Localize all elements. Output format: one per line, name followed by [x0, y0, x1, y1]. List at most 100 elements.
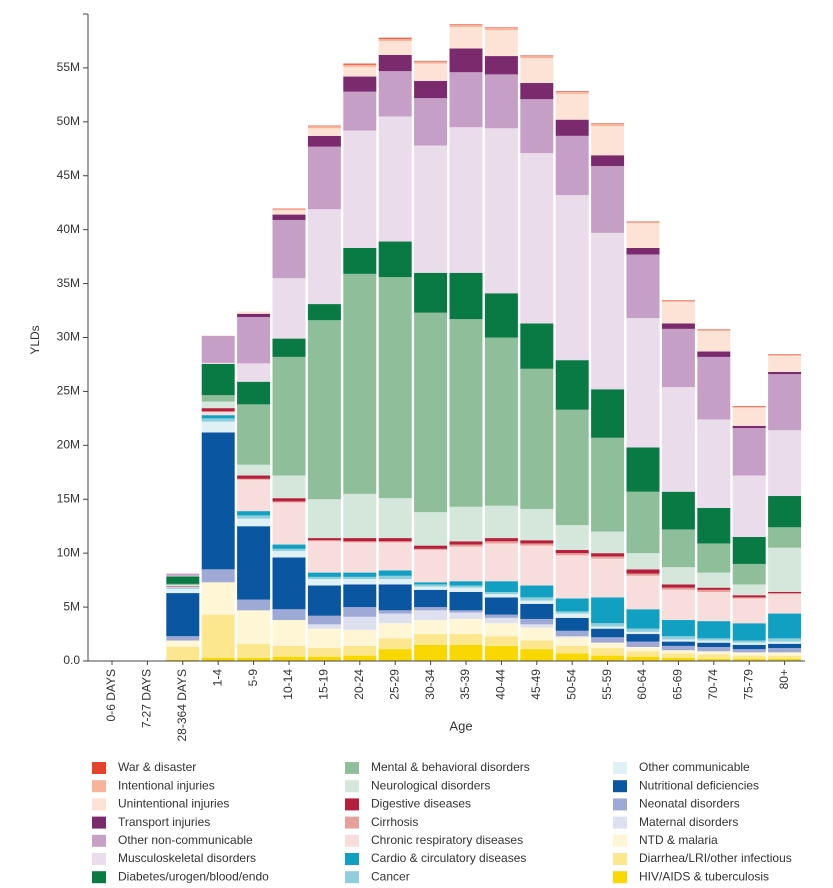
bar-segment [272, 498, 306, 502]
bar-segment [272, 620, 306, 646]
y-tick-label: 20M [57, 438, 80, 452]
bar-segment [520, 540, 554, 544]
bar-segment [520, 99, 554, 154]
bar-segment [201, 335, 235, 336]
bar-segment [166, 636, 200, 641]
bar-segment [449, 546, 483, 582]
y-tick-label: 25M [57, 384, 80, 398]
bar-segment [166, 584, 200, 587]
bar-segment [555, 119, 589, 136]
bar-segment [626, 656, 660, 661]
bar-segment [555, 617, 589, 631]
bar-segment [272, 501, 306, 503]
bar-segment [378, 584, 412, 611]
bar-segment [272, 548, 306, 552]
legend-swatch [613, 834, 627, 847]
bar-segment [484, 505, 518, 539]
bar-segment [591, 597, 625, 624]
bar-segment [768, 593, 802, 595]
bar-segment [307, 304, 341, 321]
bar-segment [768, 613, 802, 639]
bar-segment [626, 631, 660, 635]
bar-segment [201, 411, 235, 412]
y-tick-label: 55M [57, 60, 80, 74]
bar-segment [237, 478, 271, 480]
bar-segment [520, 618, 554, 625]
bar-segment [166, 588, 200, 594]
bar-segment [697, 654, 731, 659]
bar-segment [166, 593, 200, 637]
bar-segment [661, 650, 695, 654]
y-tick-label: 30M [57, 330, 80, 344]
bar-segment [484, 27, 518, 29]
bar-segment [378, 579, 412, 585]
bar-segment [591, 531, 625, 554]
bar-segment [414, 607, 448, 611]
bar-segment [237, 311, 271, 314]
x-tick-label: 25-29 [387, 669, 401, 700]
bar-segment [661, 323, 695, 329]
legend-swatch [345, 780, 359, 793]
x-tick-label: 1-4 [210, 669, 224, 687]
bar-segment [272, 219, 306, 279]
bar-segment [661, 636, 695, 640]
bar-segment [661, 328, 695, 388]
bar-segment [484, 594, 518, 598]
bar-segment [591, 655, 625, 661]
bar-segment [449, 506, 483, 542]
bar-segment [166, 646, 200, 660]
bar-segment [768, 372, 802, 375]
bar-segment [307, 585, 341, 616]
bar-segment [343, 607, 377, 617]
legend-label: Neonatal disorders [639, 797, 740, 811]
bar-segment [484, 543, 518, 582]
bar-segment [166, 586, 200, 588]
bar-segment [414, 620, 448, 635]
bar-segment [661, 641, 695, 646]
x-tick-label: 30-34 [423, 669, 437, 700]
bar-segment [237, 363, 271, 382]
bar-segment [272, 214, 306, 220]
x-tick-label: 5-9 [246, 669, 260, 687]
x-tick-label: 7-27 DAYS [140, 669, 154, 728]
bar-segment [307, 135, 341, 147]
bar-segment [307, 579, 341, 586]
y-tick-label: 50M [57, 114, 80, 128]
bar-segment [732, 658, 766, 661]
bar-segment [732, 428, 766, 476]
bar-segment [732, 642, 766, 645]
bar-segment [307, 615, 341, 625]
bar-segment [520, 649, 554, 661]
bar-segment [166, 640, 200, 647]
legend-swatch [92, 853, 106, 865]
bar-segment [732, 595, 766, 598]
bar-segment [272, 475, 306, 499]
bar-segment [201, 415, 235, 419]
bar-segment [555, 598, 589, 612]
bar-segment [768, 374, 802, 431]
bar-segment [591, 623, 625, 627]
bar-segment [378, 71, 412, 117]
bar-segment [201, 401, 235, 409]
bar-segment [661, 589, 695, 621]
bar-segment [697, 507, 731, 544]
bar-segment [697, 356, 731, 420]
bar-segment [626, 634, 660, 642]
bar-segment [272, 645, 306, 657]
bar-segment [626, 573, 660, 576]
legend-swatch [345, 853, 359, 865]
bar-segment [378, 241, 412, 278]
bar-segment [626, 641, 660, 647]
legend-swatch [345, 871, 359, 884]
x-tick-label: 75-79 [741, 669, 755, 700]
bar-segment [484, 128, 518, 294]
bar-segment [272, 502, 306, 545]
bar-segment [449, 48, 483, 73]
x-tick-label: 20-24 [352, 669, 366, 700]
bar-segment [272, 209, 306, 211]
bar-segment [661, 300, 695, 301]
bar-segment [697, 591, 731, 622]
bar-segment [697, 651, 731, 655]
bar-segment [201, 569, 235, 583]
legend-label: NTD & malaria [639, 833, 718, 847]
